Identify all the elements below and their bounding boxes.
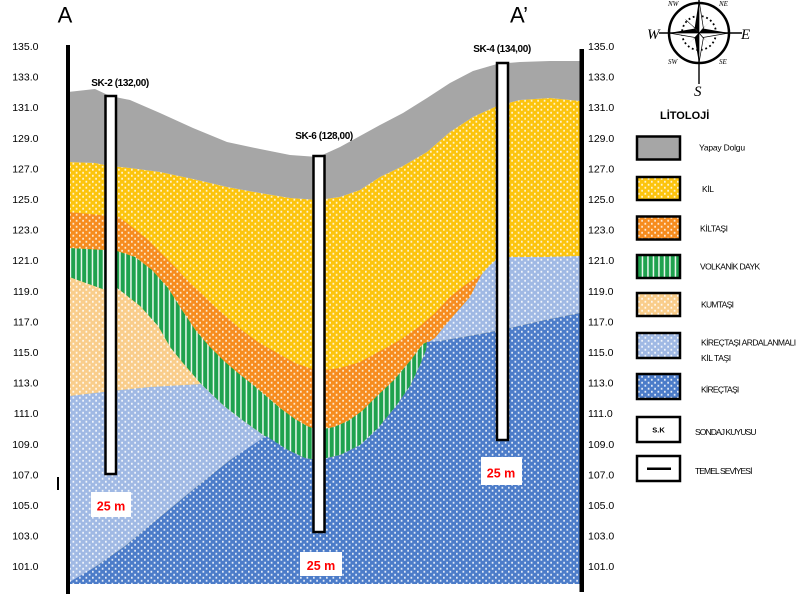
svg-text:LİTOLOJİ: LİTOLOJİ: [660, 109, 709, 122]
svg-text:117.0: 117.0: [13, 316, 39, 328]
svg-text:KİREÇTAŞI ARDALANMALI: KİREÇTAŞI ARDALANMALI: [701, 338, 796, 348]
svg-text:109.0: 109.0: [588, 439, 614, 451]
svg-text:103.0: 103.0: [12, 531, 38, 543]
svg-text:123.0: 123.0: [588, 225, 614, 237]
svg-text:S.K: S.K: [652, 426, 665, 435]
svg-text:131.0: 131.0: [588, 102, 614, 114]
svg-text:119.0: 119.0: [13, 286, 39, 298]
svg-text:25 m: 25 m: [97, 500, 126, 514]
svg-text:129.0: 129.0: [588, 133, 614, 145]
svg-text:A: A: [58, 3, 73, 28]
svg-text:135.0: 135.0: [588, 41, 614, 53]
svg-text:KUMTAŞI: KUMTAŞI: [701, 300, 734, 310]
svg-text:W: W: [647, 27, 661, 43]
svg-text:115.0: 115.0: [13, 347, 39, 359]
svg-text:109.0: 109.0: [12, 439, 38, 451]
svg-text:107.0: 107.0: [588, 469, 614, 481]
svg-text:115.0: 115.0: [588, 347, 614, 359]
svg-text:101.0: 101.0: [588, 561, 614, 573]
svg-text:25 m: 25 m: [487, 467, 516, 481]
svg-text:117.0: 117.0: [588, 316, 614, 328]
svg-text:TEMEL SEVİYESİ: TEMEL SEVİYESİ: [695, 466, 752, 476]
svg-text:101.0: 101.0: [12, 561, 38, 573]
svg-text:Yapay Dolgu: Yapay Dolgu: [699, 143, 745, 153]
svg-text:121.0: 121.0: [12, 255, 38, 267]
svg-text:127.0: 127.0: [12, 163, 38, 175]
svg-text:107.0: 107.0: [12, 469, 38, 481]
svg-text:133.0: 133.0: [12, 72, 38, 84]
svg-text:105.0: 105.0: [588, 500, 614, 512]
svg-text:SW: SW: [668, 58, 679, 66]
svg-text:119.0: 119.0: [588, 286, 614, 298]
svg-text:A’: A’: [510, 3, 528, 28]
svg-text:135.0: 135.0: [12, 41, 38, 53]
svg-text:125.0: 125.0: [12, 194, 38, 206]
svg-text:SK-4 (134,00): SK-4 (134,00): [473, 44, 531, 55]
svg-text:KİL: KİL: [702, 184, 714, 194]
svg-text:NW: NW: [667, 0, 680, 8]
svg-text:129.0: 129.0: [12, 133, 38, 145]
svg-text:111.0: 111.0: [588, 408, 613, 420]
svg-text:S: S: [694, 84, 702, 100]
svg-text:SK-6 (128,00): SK-6 (128,00): [295, 131, 353, 142]
svg-text:VOLKANİK DAYK: VOLKANİK DAYK: [700, 262, 761, 272]
svg-text:123.0: 123.0: [12, 225, 38, 237]
svg-text:121.0: 121.0: [588, 255, 614, 267]
svg-text:NE: NE: [718, 0, 729, 8]
svg-text:113.0: 113.0: [13, 378, 39, 390]
svg-text:125.0: 125.0: [588, 194, 614, 206]
svg-text:SK-2 (132,00): SK-2 (132,00): [91, 78, 149, 89]
svg-text:25 m: 25 m: [307, 559, 336, 573]
svg-text:113.0: 113.0: [588, 378, 614, 390]
svg-text:131.0: 131.0: [12, 102, 38, 114]
svg-text:SE: SE: [719, 58, 728, 66]
svg-text:111.0: 111.0: [14, 408, 39, 420]
svg-text:KİLTAŞI: KİLTAŞI: [700, 224, 728, 234]
svg-text:E: E: [740, 27, 750, 43]
svg-text:133.0: 133.0: [588, 72, 614, 84]
svg-text:SONDAJ KUYUSU: SONDAJ KUYUSU: [695, 427, 756, 437]
svg-text:KİREÇTAŞI: KİREÇTAŞI: [701, 385, 739, 395]
svg-text:105.0: 105.0: [12, 500, 38, 512]
svg-text:KİL TAŞI: KİL TAŞI: [701, 353, 731, 363]
svg-text:103.0: 103.0: [588, 531, 614, 543]
svg-text:127.0: 127.0: [588, 163, 614, 175]
